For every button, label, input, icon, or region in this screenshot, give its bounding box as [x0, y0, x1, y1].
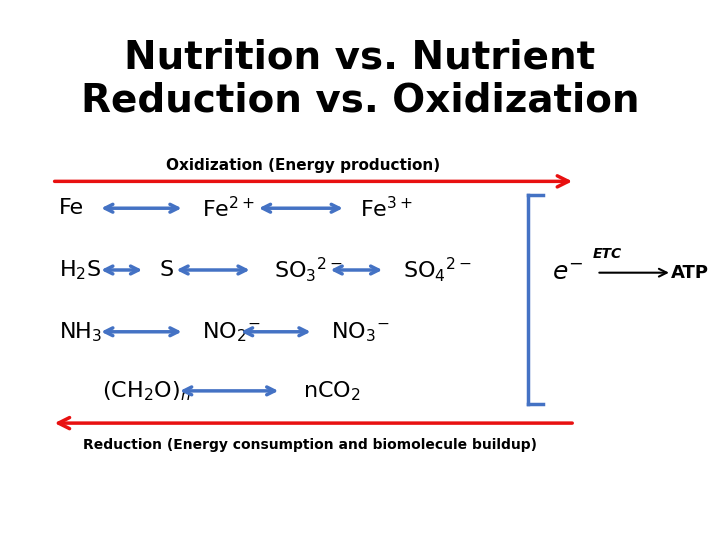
Text: nCO$_2$: nCO$_2$: [302, 379, 360, 403]
Text: Fe: Fe: [59, 198, 84, 218]
Text: Nutrition vs. Nutrient: Nutrition vs. Nutrient: [125, 39, 595, 77]
Text: NO$_2$$^{-}$: NO$_2$$^{-}$: [202, 320, 261, 343]
Text: Reduction vs. Oxidization: Reduction vs. Oxidization: [81, 82, 639, 120]
Text: Oxidization (Energy production): Oxidization (Energy production): [166, 158, 440, 173]
Text: $e^{-}$: $e^{-}$: [552, 261, 583, 285]
Text: ETC: ETC: [593, 247, 622, 261]
Text: SO$_4$$^{2-}$: SO$_4$$^{2-}$: [403, 255, 472, 285]
Text: Fe$^{2+}$: Fe$^{2+}$: [202, 195, 256, 221]
Text: Reduction (Energy consumption and biomolecule buildup): Reduction (Energy consumption and biomol…: [83, 437, 537, 451]
Text: SO$_3$$^{2-}$: SO$_3$$^{2-}$: [274, 255, 343, 285]
Text: Fe$^{3+}$: Fe$^{3+}$: [360, 195, 413, 221]
Text: NO$_3$$^{-}$: NO$_3$$^{-}$: [331, 320, 390, 343]
Text: S: S: [159, 260, 174, 280]
Text: ATP: ATP: [671, 264, 708, 282]
Text: (CH$_2$O)$_n$: (CH$_2$O)$_n$: [102, 379, 191, 403]
Text: NH$_3$: NH$_3$: [59, 320, 102, 343]
Text: H$_2$S: H$_2$S: [59, 258, 102, 282]
